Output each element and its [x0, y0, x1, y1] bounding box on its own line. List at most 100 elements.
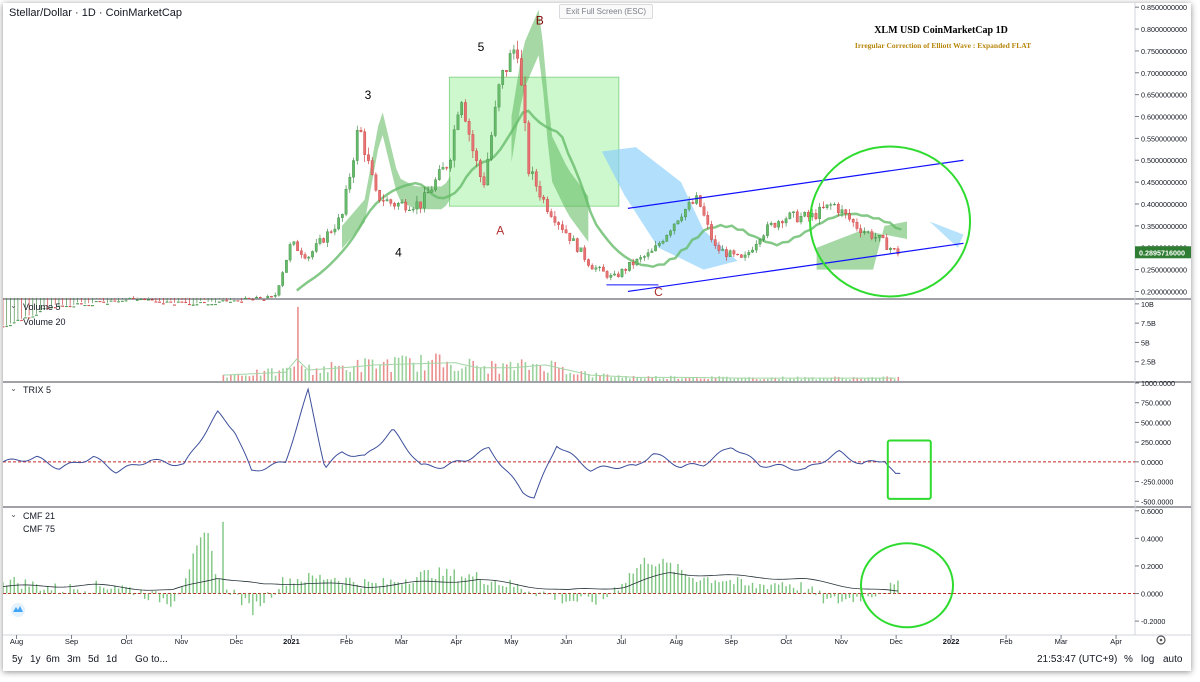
- time-tick-label: 2022: [943, 637, 960, 646]
- candle-body: [874, 237, 877, 239]
- cmf-bar: [35, 584, 38, 594]
- cmf-bar: [50, 590, 53, 594]
- range-6m-button[interactable]: 6m: [46, 654, 60, 665]
- cmf-bar: [770, 584, 772, 594]
- exit-fullscreen-button[interactable]: Exit Full Screen (ESC): [559, 4, 654, 19]
- volume-bar: [565, 374, 568, 381]
- candle-body: [232, 300, 236, 302]
- volume-bar: [341, 365, 344, 381]
- candle-body: [654, 245, 657, 252]
- volume-bar: [886, 376, 888, 381]
- cmf-bar: [841, 593, 843, 602]
- candle-body: [657, 243, 661, 246]
- price-tick-label: 0.4000000000: [1141, 200, 1187, 209]
- volume-bar: [718, 376, 721, 381]
- candle-body: [314, 243, 318, 252]
- chart-canvas[interactable]: 0.20000000000.25000000000.30000000000.35…: [3, 3, 1191, 671]
- cmf-bar: [561, 593, 564, 604]
- candle-body: [751, 249, 754, 253]
- candle-body: [836, 203, 840, 214]
- candle-body: [106, 303, 109, 305]
- cmf-bar: [110, 588, 112, 594]
- candle-body: [292, 241, 296, 245]
- cmf-bar: [349, 577, 351, 594]
- candle-body: [784, 218, 788, 224]
- volume-bar: [237, 373, 240, 381]
- candle-body: [262, 299, 266, 301]
- volume-bar: [487, 373, 489, 381]
- cmf-bar: [677, 564, 679, 594]
- cmf-bar: [129, 587, 131, 594]
- candle-body: [710, 224, 713, 240]
- volume-bar: [752, 377, 754, 381]
- collapse-icon[interactable]: ⌄: [10, 301, 17, 310]
- volume-bar: [714, 377, 717, 381]
- cmf-bar: [419, 571, 422, 594]
- goto-button[interactable]: Go to...: [135, 654, 168, 665]
- symbol-name: Stellar/Dollar: [9, 7, 72, 19]
- collapse-icon[interactable]: ⌄: [10, 384, 17, 393]
- candle-body: [113, 300, 117, 302]
- candle-body: [221, 300, 225, 302]
- candle-body: [378, 190, 381, 201]
- volume-bar: [606, 374, 609, 381]
- volume-bar: [822, 377, 825, 381]
- clock-display[interactable]: 21:53:47 (UTC+9): [1037, 654, 1118, 665]
- cmf-bar: [610, 593, 612, 595]
- log-toggle[interactable]: log: [1141, 654, 1155, 665]
- candle-body: [87, 304, 91, 307]
- cmf-bar: [859, 593, 862, 602]
- candle-body: [229, 301, 232, 303]
- candle-body: [363, 131, 367, 155]
- volume-bar: [602, 373, 605, 381]
- volume-bar: [591, 377, 594, 381]
- range-3m-button[interactable]: 3m: [67, 654, 81, 665]
- candle-body: [426, 192, 430, 194]
- volume-bar: [517, 363, 519, 381]
- candle-body: [318, 238, 322, 244]
- candle-body: [244, 297, 247, 300]
- candle-body: [877, 235, 881, 238]
- cmf-bar: [848, 593, 851, 598]
- volume-bar: [397, 357, 400, 381]
- percent-toggle[interactable]: %: [1124, 654, 1133, 665]
- range-1d-button[interactable]: 1d: [106, 654, 118, 665]
- cmf-bar: [886, 593, 888, 595]
- cmf-bar: [710, 583, 713, 594]
- cmf-bar: [520, 588, 523, 594]
- range-5d-button[interactable]: 5d: [88, 654, 100, 665]
- candle-body: [531, 171, 534, 174]
- candle-body: [382, 200, 385, 202]
- cmf-bar: [874, 593, 877, 597]
- candle-body: [665, 235, 669, 242]
- candle-body: [128, 297, 132, 300]
- time-tick-label: Dec: [230, 637, 244, 646]
- volume-bar: [423, 370, 426, 381]
- range-5y-button[interactable]: 5y: [12, 654, 23, 665]
- auto-toggle[interactable]: auto: [1163, 654, 1183, 665]
- candle-body: [337, 217, 340, 230]
- candle-body: [184, 301, 188, 304]
- cmf-bar: [173, 593, 176, 602]
- cmf-bar: [617, 590, 619, 594]
- price-tick-label: 0.2500000000: [1141, 266, 1187, 275]
- volume-bar: [860, 378, 862, 381]
- range-1y-button[interactable]: 1y: [30, 654, 41, 665]
- volume-tick-label: 7.5B: [1141, 319, 1156, 328]
- cmf-bar: [546, 593, 549, 595]
- candle-body: [590, 265, 594, 270]
- cmf-bar: [636, 568, 638, 594]
- volume-bar: [386, 359, 389, 381]
- cmf-bar: [669, 562, 672, 594]
- cmf-bar: [725, 581, 728, 594]
- collapse-icon[interactable]: ⌄: [10, 510, 17, 519]
- time-tick-label: Jul: [616, 637, 626, 646]
- candle-body: [240, 301, 244, 303]
- volume-bar: [800, 379, 803, 381]
- cmf-bar: [73, 589, 75, 594]
- volume-bar: [520, 359, 523, 381]
- cmf-bar: [259, 593, 262, 607]
- candle-body: [512, 49, 516, 54]
- cmf-bar: [285, 585, 288, 594]
- time-tick-label: Mar: [395, 637, 408, 646]
